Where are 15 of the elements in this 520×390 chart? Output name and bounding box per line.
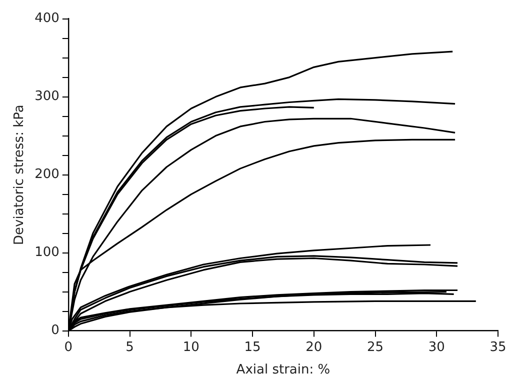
x-tick-label: 35	[490, 340, 506, 355]
x-tick-label: 30	[428, 340, 445, 355]
y-tick-label: 100	[34, 245, 60, 260]
x-axis-title: Axial strain: %	[236, 362, 330, 378]
y-tick-label: 0	[51, 323, 60, 338]
y-tick-label: 300	[34, 89, 60, 104]
x-tick-label: 10	[182, 340, 200, 355]
y-axis-title: Deviatoric stress: kPa	[12, 104, 28, 245]
y-tick-label: 400	[34, 11, 60, 26]
x-tick-label: 25	[366, 340, 384, 355]
x-tick-label: 5	[126, 340, 134, 355]
x-tick-label: 0	[64, 340, 73, 355]
x-tick-label: 15	[244, 340, 261, 355]
y-tick-label: 200	[34, 167, 60, 182]
x-tick-label: 20	[306, 340, 322, 355]
